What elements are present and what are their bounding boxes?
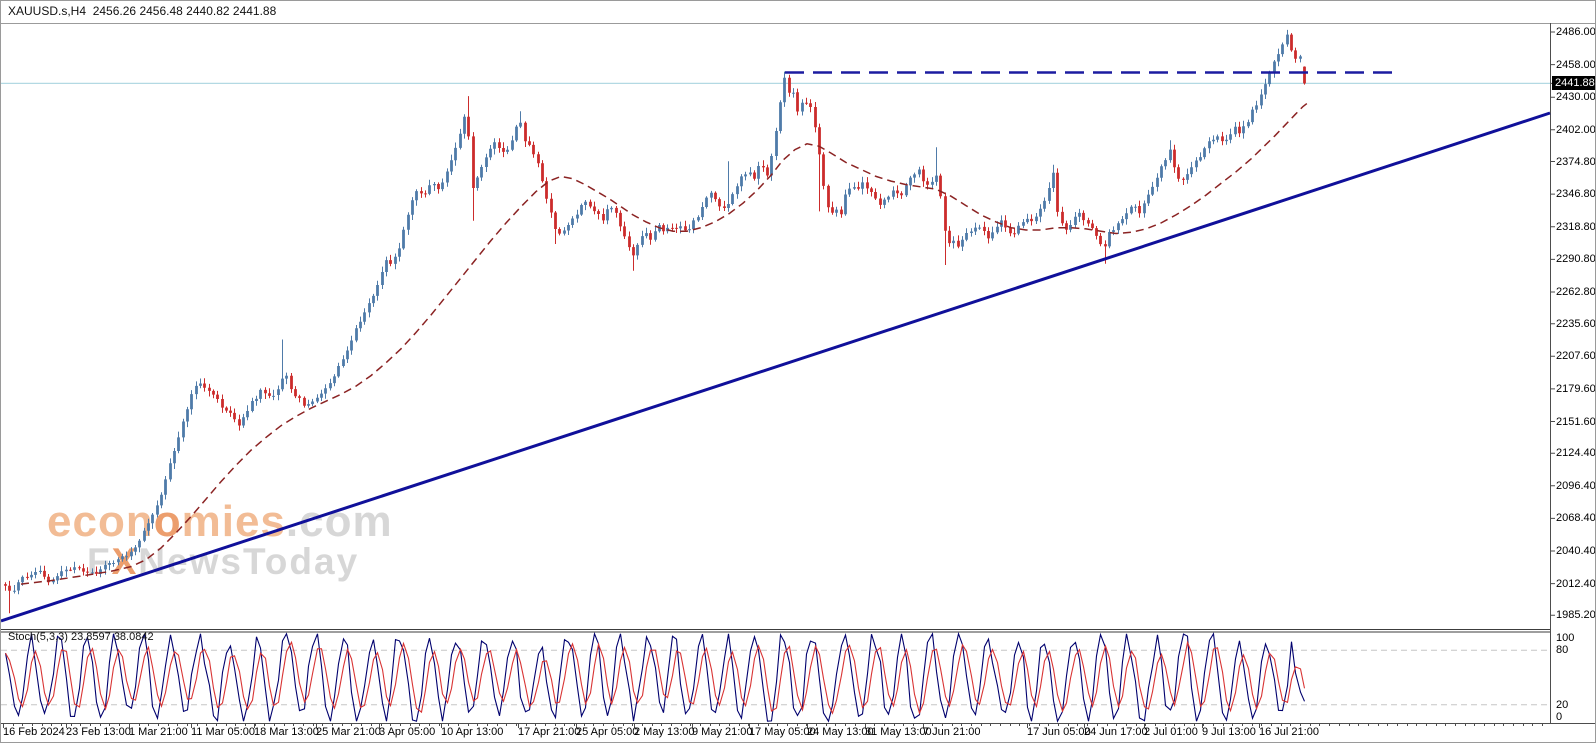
time-axis-label: 2 Jul 01:00 [1144, 726, 1198, 738]
symbol-period-label: XAUUSD.s,H4 [8, 4, 87, 18]
time-axis-label: 24 Jun 17:00 [1084, 726, 1148, 738]
stoch-level-label: 100 [1556, 632, 1575, 644]
indicator-label: Stoch(5,3,3) 23.8597 38.0842 [8, 631, 154, 643]
price-axis-label: 2040.40 [1556, 545, 1596, 558]
time-axis-label: 23 Feb 13:00 [66, 726, 131, 738]
time-axis-label: 18 Mar 13:00 [254, 726, 319, 738]
time-axis-label: 9 Jul 13:00 [1202, 726, 1256, 738]
price-axis-label: 2402.00 [1556, 123, 1596, 136]
price-axis-label: 2151.60 [1556, 415, 1596, 428]
price-axis-label: 2179.60 [1556, 382, 1596, 395]
time-axis-label: 17 Jun 05:00 [1027, 726, 1091, 738]
time-axis-label: 1 Mar 21:00 [129, 726, 188, 738]
time-axis-label: 10 Apr 13:00 [441, 726, 504, 738]
watermark-brand-pre: econ [47, 497, 154, 546]
price-axis-label: 2124.40 [1556, 447, 1596, 460]
price-axis-label: 2430.00 [1556, 91, 1596, 104]
price-axis-label: 1985.20 [1556, 609, 1596, 622]
indicator-name: Stoch(5,3,3) [8, 631, 68, 643]
price-axis-label: 2068.40 [1556, 512, 1596, 525]
stoch-level-label: 20 [1556, 698, 1569, 711]
chart-borders [1, 23, 1595, 724]
stochastic-d-line [5, 640, 1306, 715]
stochastic-k-line [4, 631, 1306, 723]
time-axis-label: 25 Mar 21:00 [316, 726, 381, 738]
watermark-tagline-post: NewsToday [138, 541, 360, 582]
stoch-level-label: 80 [1556, 644, 1569, 657]
time-axis-label: 24 May 13:00 [807, 726, 874, 738]
price-axis-ticks [1550, 31, 1555, 616]
candlestick-series [4, 29, 1306, 614]
moving-average-line [20, 101, 1310, 585]
price-axis-label: 2458.00 [1556, 58, 1596, 71]
time-axis-label: 3 Apr 05:00 [379, 726, 436, 738]
ohlc-close: 2441.88 [232, 4, 277, 18]
time-axis-label: 11 Mar 05:00 [191, 726, 256, 738]
time-axis-label: 17 May 05:00 [749, 726, 816, 738]
price-axis-label: 2486.00 [1556, 26, 1596, 38]
time-axis-label: 2 May 13:00 [634, 726, 695, 738]
time-axis-label: 16 Feb 2024 [3, 726, 65, 738]
indicator-value-main: 23.8597 [70, 631, 111, 643]
stoch-level-label: 0 [1556, 711, 1563, 723]
price-axis-label: 2318.80 [1556, 220, 1596, 233]
indicator-value-signal: 38.0842 [113, 631, 154, 643]
time-axis-label: 9 May 21:00 [692, 726, 753, 738]
time-axis-label: 7 Jun 21:00 [923, 726, 981, 738]
chart-title: XAUUSD.s,H4 2456.26 2456.48 2440.82 2441… [8, 4, 276, 18]
price-axis-label: 2290.80 [1556, 253, 1596, 266]
stoch-level-lines [1, 649, 1550, 706]
price-axis-label: 2012.40 [1556, 577, 1596, 590]
time-axis-label: 25 Apr 05:00 [576, 726, 639, 738]
ohlc-high: 2456.48 [139, 4, 183, 18]
watermark-tagline-x: X [111, 541, 139, 582]
price-axis-label: 2207.60 [1556, 350, 1596, 363]
price-axis-label: 2096.40 [1556, 479, 1596, 492]
trendline-object[interactable] [1, 111, 1551, 623]
price-axis-label: 2374.80 [1556, 155, 1596, 168]
time-axis-label: 31 May 13:00 [865, 726, 932, 738]
price-axis-label: 2346.80 [1556, 188, 1596, 201]
time-axis-label: 17 Apr 21:00 [518, 726, 581, 738]
current-price-tag: 2441.88 [1552, 76, 1595, 90]
ohlc-open: 2456.26 [92, 4, 137, 18]
time-axis-ticks [3, 723, 1543, 728]
price-axis-label: 2235.60 [1556, 317, 1596, 330]
panel-splitter[interactable] [1, 627, 1550, 634]
time-axis-label: 16 Jul 21:00 [1259, 726, 1319, 738]
price-axis-label: 2262.80 [1556, 285, 1596, 298]
watermark-tagline: FXNewsToday [87, 543, 359, 580]
ohlc-low: 2440.82 [186, 4, 230, 18]
